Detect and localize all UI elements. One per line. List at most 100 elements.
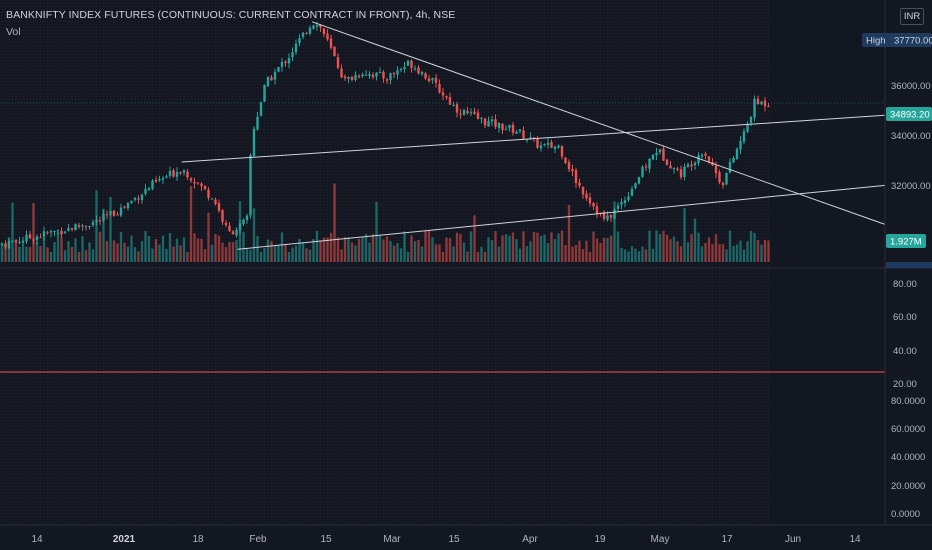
candle-body [620, 202, 623, 205]
volume-bar [193, 233, 196, 262]
volume-bar [95, 190, 98, 262]
volume-bar [592, 231, 595, 262]
volume-bar [32, 203, 35, 262]
candle-body [571, 168, 574, 172]
volume-bar [214, 234, 217, 262]
oscillator2-axis[interactable]: 80.0000 60.0000 40.0000 20.0000 0.0000 [891, 396, 925, 520]
volume-bar [749, 230, 753, 262]
partial-price-badge [886, 262, 932, 268]
volume-bar [543, 234, 546, 262]
candle-body [221, 210, 224, 222]
candle-body [728, 162, 732, 173]
candle-body [49, 231, 53, 233]
candle-body [137, 198, 140, 200]
candle-body [182, 170, 186, 173]
volume-bar [669, 239, 672, 262]
candle-body [396, 70, 399, 75]
candle-body [280, 62, 284, 67]
volume-bar [406, 251, 410, 262]
candle-body [585, 193, 588, 199]
volume-bar [301, 242, 305, 262]
candle-body [4, 243, 7, 248]
candle-body [102, 213, 105, 221]
candle-body [655, 152, 658, 156]
volume-bar [361, 237, 364, 262]
volume-bar [452, 246, 455, 262]
osc2-tick: 60.0000 [891, 424, 925, 435]
candle-body [718, 172, 721, 183]
volume-bar [119, 232, 123, 262]
volume-bar [672, 236, 676, 262]
volume-bar [739, 240, 742, 262]
volume-bar [196, 238, 200, 262]
candle-body [46, 232, 49, 234]
price-tick: 32000.00 [891, 181, 931, 192]
volume-bar [21, 244, 25, 262]
currency-badge[interactable]: INR [900, 8, 924, 25]
volume-bar [91, 249, 95, 262]
candle-body [742, 131, 746, 142]
volume-bar [655, 230, 658, 262]
candle-body [553, 146, 557, 149]
volume-bar [585, 240, 588, 262]
volume-bar [711, 244, 714, 262]
candle-body [490, 119, 494, 122]
volume-bar [420, 246, 424, 262]
candle-body [326, 33, 329, 40]
candle-body [291, 52, 294, 58]
volume-bar [718, 244, 721, 262]
volume-bar [161, 235, 165, 262]
volume-bar [277, 244, 280, 262]
volume-bar [525, 245, 529, 262]
candle-body [767, 106, 770, 108]
volume-bar [644, 249, 648, 262]
volume-bar [686, 242, 690, 262]
volume-bar [298, 238, 301, 262]
candle-body [301, 32, 305, 37]
price-axis[interactable]: 36000.00 34000.00 32000.00 [891, 81, 931, 192]
volume-bar [441, 251, 445, 262]
candle-body [459, 113, 462, 115]
time-axis[interactable]: 14 2021 18 Feb 15 Mar 15 Apr 19 May 17 J… [31, 534, 861, 545]
volume-bar [7, 237, 11, 262]
volume-bar [207, 212, 210, 262]
osc2-tick: 40.0000 [891, 452, 925, 463]
volume-bar [721, 244, 725, 262]
osc1-tick: 40.00 [893, 346, 917, 357]
volume-bar [315, 231, 319, 262]
volume-bar [63, 250, 67, 262]
candle-body [336, 57, 340, 68]
volume-bar [109, 196, 112, 262]
volume-bar [529, 241, 532, 262]
candle-body [511, 124, 515, 133]
volume-bar [200, 238, 203, 262]
candle-body [735, 148, 739, 159]
candle-body [431, 78, 434, 81]
volume-bar [665, 234, 669, 262]
candle-body [60, 231, 63, 235]
candle-body [665, 159, 669, 165]
candle-body [609, 214, 613, 218]
volume-bar [504, 234, 508, 262]
volume-bar [735, 244, 739, 262]
volume-bar [147, 236, 151, 262]
candle-body [95, 220, 98, 223]
time-label: 14 [849, 534, 861, 545]
volume-bar [224, 247, 228, 262]
candle-body [606, 215, 609, 220]
volume-bar [322, 237, 326, 262]
candle-body [126, 202, 130, 209]
oscillator1-axis[interactable]: 80.00 60.00 40.00 20.00 [893, 279, 917, 390]
volume-indicator-label[interactable]: Vol [6, 26, 21, 38]
candle-body [753, 98, 756, 118]
trendlines[interactable] [181, 21, 886, 250]
candle-body [721, 182, 725, 186]
volume-bar [221, 242, 224, 262]
volume-bar [697, 232, 700, 262]
volume-bar [413, 241, 417, 262]
volume-bar [312, 239, 315, 262]
volume-bars [0, 183, 770, 262]
candle-body [109, 211, 112, 215]
candle-body [508, 125, 511, 128]
